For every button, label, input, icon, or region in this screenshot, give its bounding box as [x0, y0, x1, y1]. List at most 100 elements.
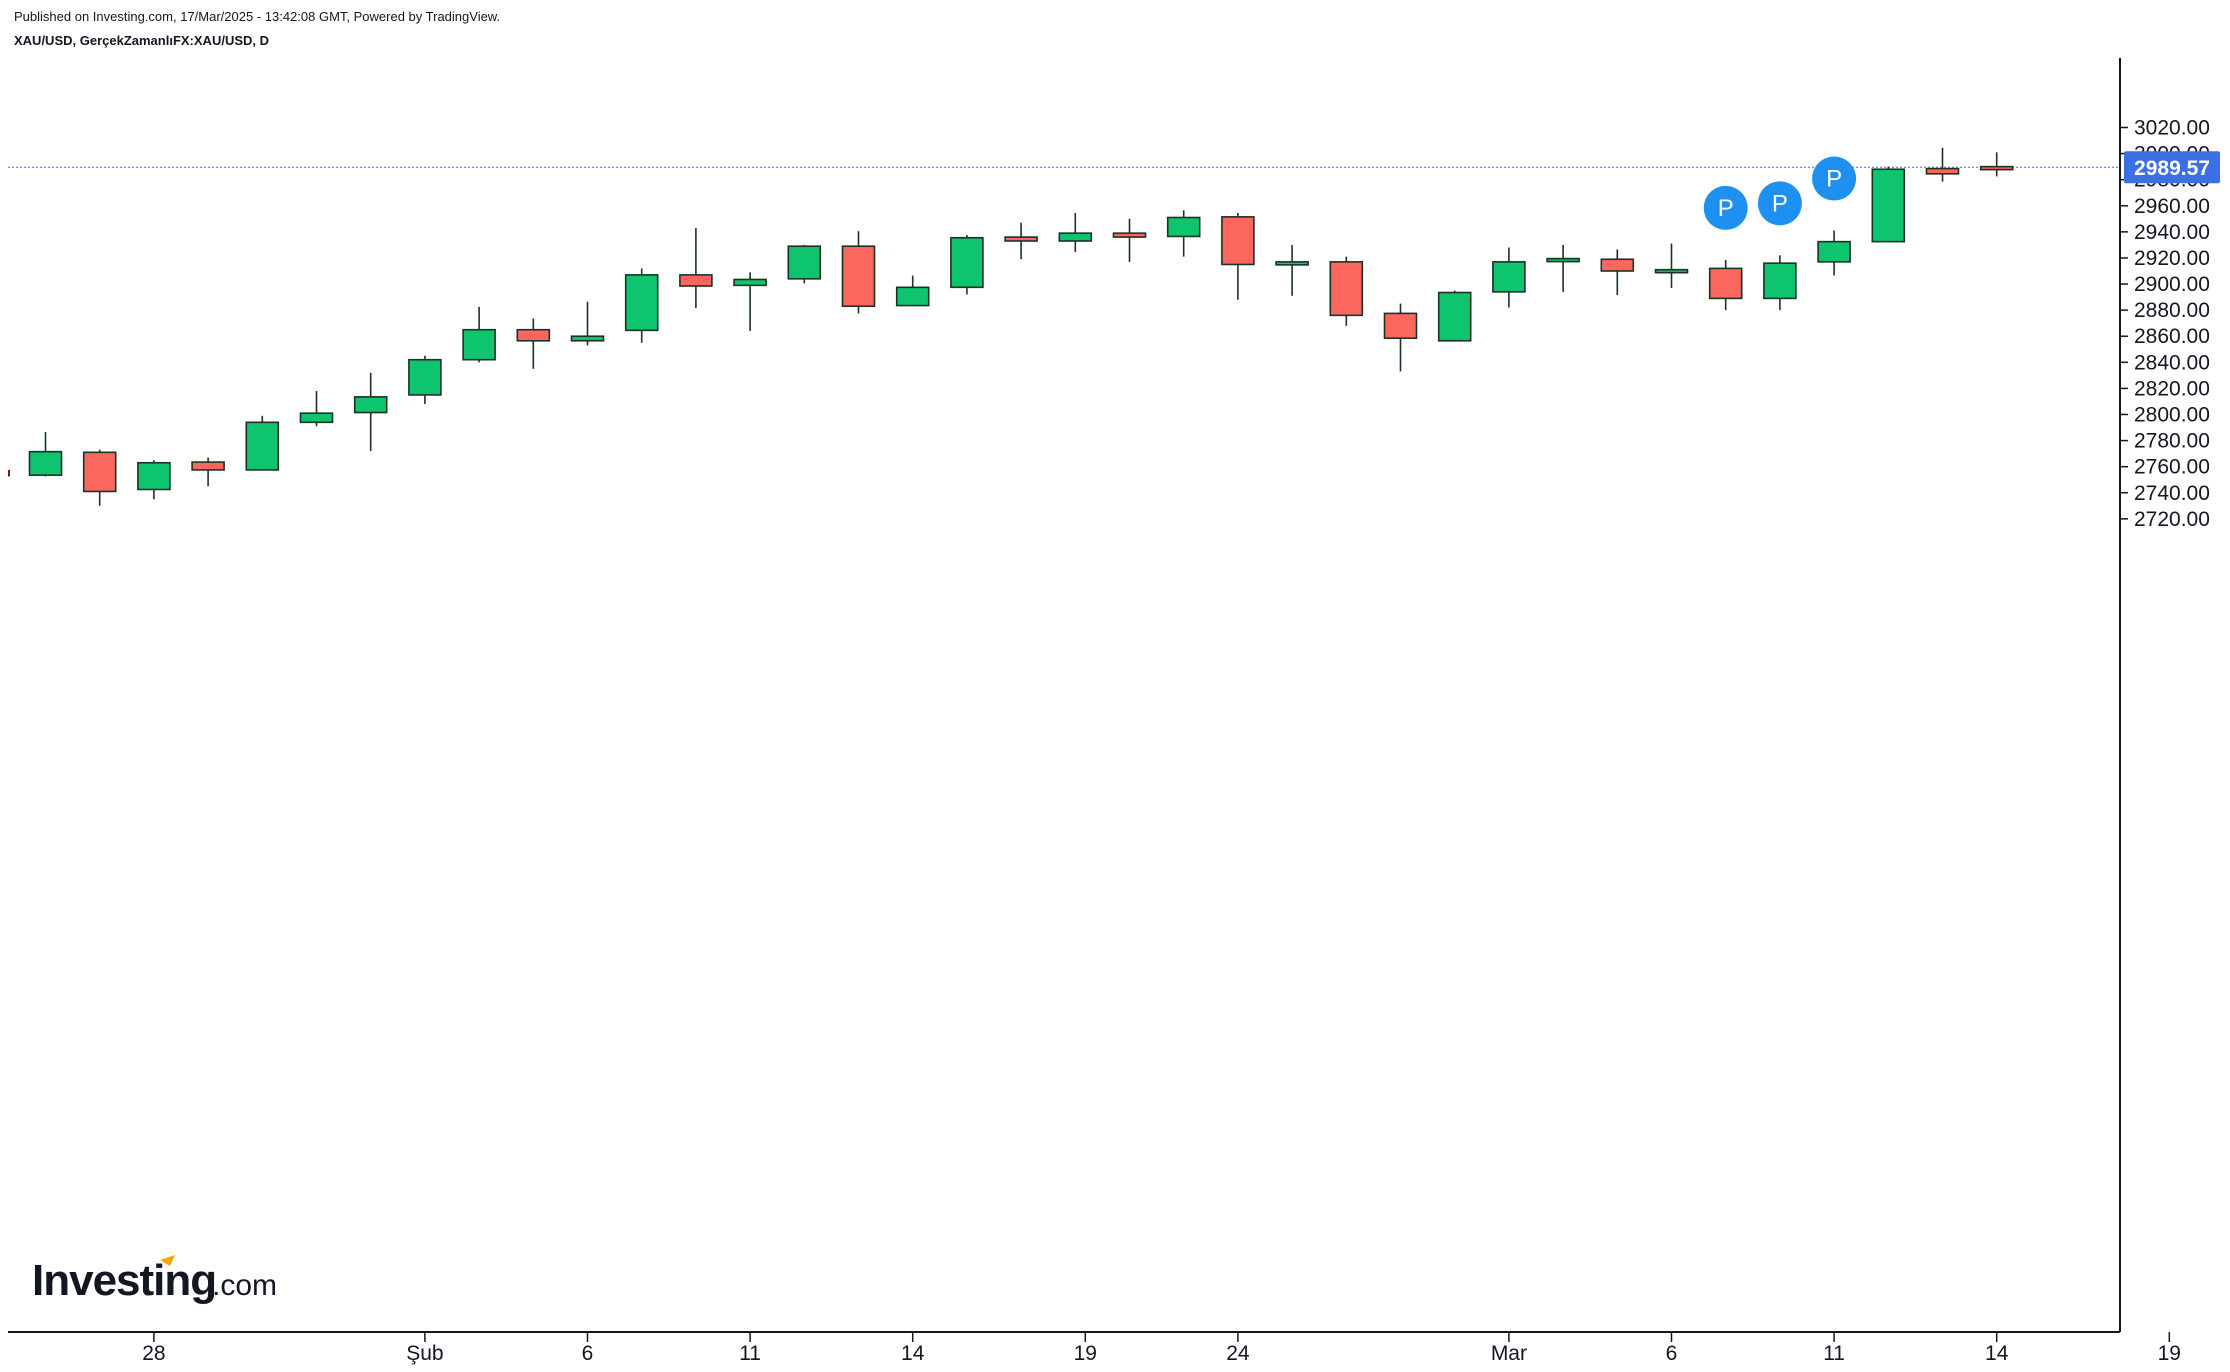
candle	[245, 415, 280, 471]
candle	[191, 457, 225, 487]
candle	[1600, 249, 1635, 296]
investing-logo: Investing .com	[32, 1255, 277, 1305]
y-tick-label: 2960.00	[2134, 195, 2210, 218]
candle	[787, 244, 822, 284]
pivot-marker: P	[1703, 185, 1748, 230]
candle	[1979, 152, 2014, 177]
candle	[1004, 222, 1038, 260]
candle-body	[245, 421, 280, 471]
candle	[1546, 244, 1580, 292]
candle-body	[1437, 291, 1472, 342]
candle	[1654, 243, 1689, 288]
candle	[462, 306, 496, 363]
y-tick-label: 2800.00	[2134, 403, 2210, 426]
candle-body	[787, 245, 822, 280]
candle	[1112, 218, 1147, 262]
candle	[950, 235, 984, 295]
candle-body	[1871, 168, 1906, 243]
candle-body	[1383, 312, 1418, 339]
candle-body	[1979, 165, 2014, 171]
candle-body	[895, 286, 930, 307]
candle-body	[1329, 261, 1364, 317]
x-tick-label: 24	[1226, 1342, 1250, 1365]
pivot-marker-label: P	[1826, 166, 1842, 193]
symbol-title: XAU/USD, GerçekZamanlıFX:XAU/USD, D	[14, 33, 270, 48]
candle-body	[1546, 257, 1580, 263]
candle	[1925, 147, 1960, 182]
y-tick-label: 3020.00	[2134, 117, 2210, 140]
x-tick-label: 19	[2158, 1342, 2181, 1365]
y-tick-label: 2820.00	[2134, 377, 2210, 400]
svg-text:2989.57: 2989.57	[2134, 157, 2210, 180]
y-tick-label: 2880.00	[2134, 299, 2210, 322]
candle	[1437, 290, 1472, 342]
candle-body	[1166, 216, 1201, 238]
logo-main: Investing	[32, 1256, 216, 1305]
candle-body	[82, 451, 117, 493]
candle-body	[1004, 236, 1038, 242]
pivot-marker-label: P	[1772, 190, 1788, 217]
x-tick-label: 6	[1666, 1342, 1678, 1365]
candle	[624, 268, 659, 343]
y-tick-label: 2760.00	[2134, 456, 2210, 479]
pivot-marker: P	[1812, 156, 1857, 201]
candle	[895, 275, 930, 307]
candle	[1221, 212, 1255, 300]
x-tick-label: 14	[1985, 1342, 2009, 1365]
pivot-marker-circle	[1757, 181, 1802, 226]
pivot-marker-circle	[1812, 156, 1857, 201]
candle-body	[570, 335, 605, 342]
candle-body	[1221, 216, 1255, 266]
logo-dot-icon	[160, 1255, 175, 1266]
candle-body	[191, 461, 225, 471]
candle-body	[1654, 268, 1689, 274]
candle	[1383, 303, 1418, 372]
candle-body	[841, 245, 876, 308]
candle-body	[1112, 232, 1147, 238]
x-tick-label: Mar	[1491, 1342, 1527, 1365]
published-info: Published on Investing.com, 17/Mar/2025 …	[14, 9, 501, 24]
candle	[1871, 166, 1906, 243]
candle	[570, 301, 605, 346]
candle-body	[624, 274, 659, 332]
x-tick-label: 6	[582, 1342, 594, 1365]
candle	[1817, 230, 1851, 276]
candle	[733, 272, 767, 332]
candle-body	[1817, 240, 1851, 263]
candle-body	[1925, 167, 1960, 175]
y-tick-label: 2900.00	[2134, 273, 2210, 296]
candle-body	[1600, 258, 1635, 272]
y-tick-label: 2860.00	[2134, 325, 2210, 348]
x-tick-label: 14	[901, 1342, 925, 1365]
last-price-badge: 2989.57	[2124, 151, 2220, 184]
x-tick-label: 11	[1823, 1342, 1845, 1365]
candle	[679, 227, 713, 309]
candle	[1275, 244, 1309, 296]
candle-body	[28, 450, 63, 476]
candle-body	[516, 328, 551, 342]
markers: P P P	[1703, 156, 1857, 230]
candle	[137, 460, 171, 500]
candle-body	[1275, 261, 1309, 266]
candle-body	[1763, 262, 1797, 300]
y-tick-label: 2840.00	[2134, 351, 2210, 374]
x-tick-label: 28	[142, 1342, 165, 1365]
candle-body	[1708, 267, 1743, 300]
candle-body	[733, 278, 767, 287]
candle	[1763, 255, 1797, 311]
x-tick-label: 11	[739, 1342, 761, 1365]
pivot-marker: P	[1757, 181, 1802, 226]
candle	[1329, 256, 1364, 326]
candle	[1058, 212, 1093, 253]
y-tick-label: 2720.00	[2134, 508, 2210, 531]
candle	[299, 391, 334, 427]
x-tick-label: Şub	[406, 1342, 443, 1365]
candle-body	[1492, 261, 1526, 293]
y-tick-label: 2940.00	[2134, 221, 2210, 244]
candle	[1166, 210, 1201, 257]
candle-body	[408, 358, 442, 396]
candle-body	[679, 274, 713, 287]
y-tick-label: 2920.00	[2134, 247, 2210, 270]
pivot-marker-label: P	[1718, 195, 1734, 222]
